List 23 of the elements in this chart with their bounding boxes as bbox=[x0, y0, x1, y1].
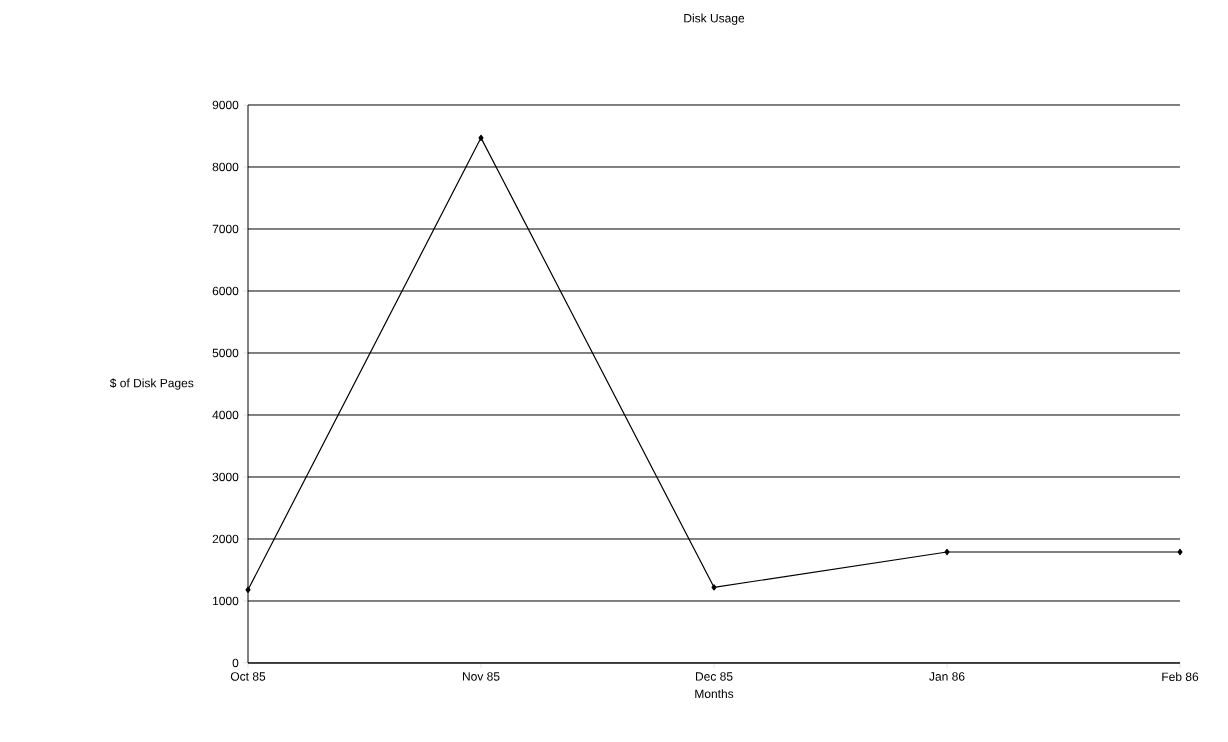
point bbox=[711, 584, 717, 591]
y-tick-label: 9000 bbox=[212, 100, 239, 110]
x-tick-label: Oct 85 bbox=[230, 672, 266, 681]
y-tick-label: 6000 bbox=[212, 286, 239, 296]
y-axis-title: $ of Disk Pages bbox=[109, 378, 194, 390]
y-tick-label: 1000 bbox=[213, 596, 239, 606]
y-tick-label: 8000 bbox=[212, 162, 239, 172]
point bbox=[478, 134, 484, 142]
point bbox=[245, 586, 251, 594]
y-tick-label: 3000 bbox=[212, 472, 239, 482]
y-tick-label: 0 bbox=[232, 658, 239, 668]
y-tick-label: 2000 bbox=[212, 534, 239, 544]
point bbox=[1177, 548, 1183, 556]
point bbox=[944, 548, 950, 556]
y-tick-label: 7000 bbox=[212, 224, 239, 234]
x-tick-label: Nov 85 bbox=[462, 672, 500, 681]
x-axis-title: Months bbox=[695, 689, 734, 699]
x-tick-label: Jan 86 bbox=[929, 672, 965, 681]
chart-title: Disk Usage bbox=[684, 13, 745, 25]
y-tick-label: 5000 bbox=[212, 348, 239, 358]
x-tick-label: Dec 85 bbox=[695, 672, 733, 681]
x-tick-label: Feb 86 bbox=[1162, 672, 1199, 681]
y-tick-label: 4000 bbox=[212, 410, 239, 420]
